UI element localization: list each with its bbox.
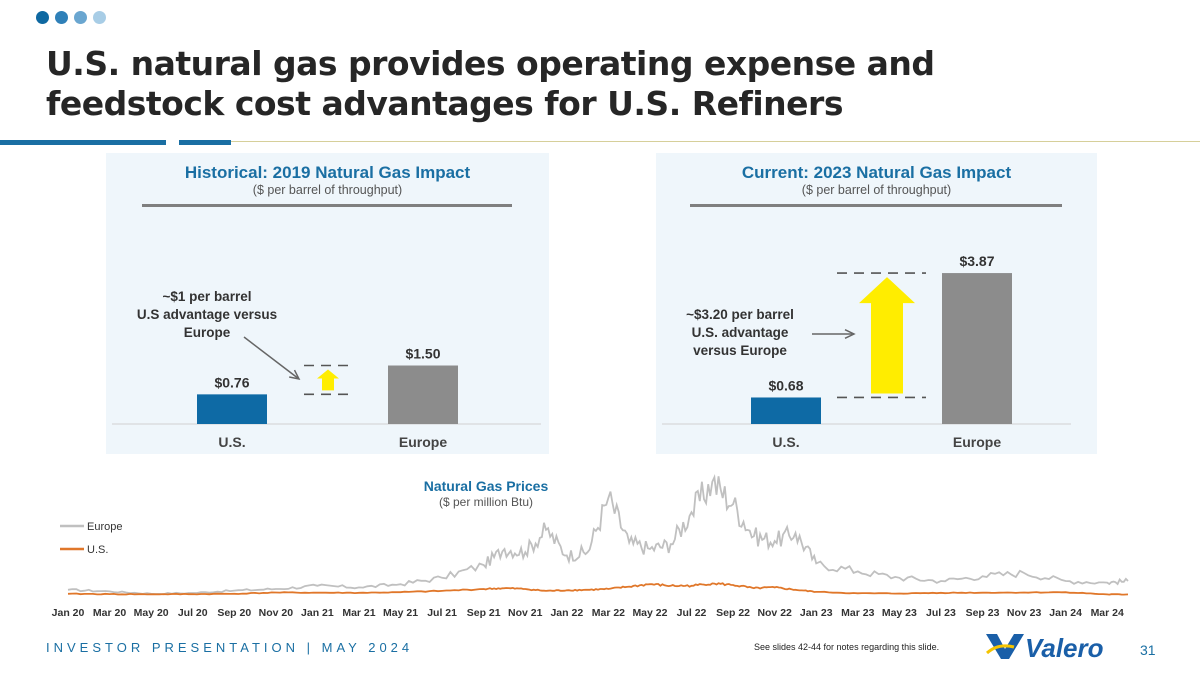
line-chart-subtitle: ($ per million Btu)	[438, 495, 534, 509]
category-label: Europe	[953, 434, 1001, 450]
slide-title-line-2: feedstock cost advantages for U.S. Refin…	[46, 84, 843, 123]
progress-dot	[36, 11, 49, 24]
x-tick-label: Jan 23	[800, 607, 833, 619]
title-rule-segment	[0, 140, 166, 145]
x-tick-label: Nov 23	[1007, 607, 1042, 619]
progress-dot	[55, 11, 68, 24]
x-tick-label: Sep 22	[716, 607, 750, 619]
x-tick-label: May 20	[134, 607, 169, 619]
current-impact-panel: Current: 2023 Natural Gas Impact ($ per …	[656, 153, 1097, 454]
slide-title-line-1: U.S. natural gas provides operating expe…	[46, 44, 935, 83]
x-tick-label: Jan 22	[550, 607, 583, 619]
x-tick-label: Mar 20	[93, 607, 126, 619]
logo-v-mark	[986, 634, 1024, 659]
advantage-arrow-icon	[317, 369, 339, 391]
panel-title: Current: 2023 Natural Gas Impact	[741, 163, 1012, 182]
x-tick-label: May 23	[882, 607, 917, 619]
x-tick-label: Mar 23	[841, 607, 874, 619]
valero-logo: Valero	[985, 633, 1104, 661]
category-label: Europe	[399, 434, 447, 450]
x-tick-label: Jan 24	[1049, 607, 1082, 619]
logo-wordmark: Valero	[1025, 633, 1104, 661]
progress-dot	[93, 11, 106, 24]
category-label: U.S.	[772, 434, 799, 450]
bar-value-label: $3.87	[959, 253, 994, 269]
x-tick-label: Jan 21	[301, 607, 334, 619]
bar-us	[751, 397, 821, 424]
x-tick-label: Nov 20	[259, 607, 294, 619]
advantage-arrow-icon	[859, 277, 915, 394]
x-tick-label: Jul 23	[926, 607, 956, 619]
legend-label: U.S.	[87, 544, 108, 556]
bar-europe	[388, 365, 458, 424]
us-series-line	[67, 582, 1129, 596]
panel-subtitle: ($ per barrel of throughput)	[252, 183, 403, 197]
historical-bar-chart: $0.76 U.S. $1.50 Europe ~$1 per barrel U.S ad…	[112, 289, 541, 450]
x-tick-label: Mar 24	[1091, 607, 1124, 619]
annotation-text: Europe	[184, 325, 231, 340]
title-rule-segment	[179, 140, 231, 145]
x-tick-label: Jan 20	[52, 607, 85, 619]
x-tick-label: Jul 22	[677, 607, 707, 619]
category-label: U.S.	[218, 434, 245, 450]
panel-subtitle: ($ per barrel of throughput)	[801, 183, 952, 197]
gas-price-line-chart: Jan 20 Mar 20 May 20 Jul 20 Sep 20 Nov 20 Jan …	[52, 474, 1129, 619]
bar-value-label: $0.68	[768, 377, 803, 393]
annotation-pointer-line	[243, 336, 300, 380]
annotation-text: ~$1 per barrel	[163, 289, 252, 304]
bar-value-label: $1.50	[405, 346, 440, 362]
annotation-text: U.S. advantage	[692, 325, 789, 340]
annotation-text: ~$3.20 per barrel	[686, 307, 794, 322]
panel-title: Historical: 2019 Natural Gas Impact	[184, 163, 471, 182]
x-tick-label: Mar 21	[342, 607, 375, 619]
annotation-text: U.S advantage versus	[137, 307, 277, 322]
x-tick-label: May 21	[383, 607, 418, 619]
legend-label: Europe	[87, 521, 122, 533]
panel-divider	[690, 204, 1062, 207]
footer-label: INVESTOR PRESENTATION | MAY 2024	[46, 640, 414, 655]
logo-swoosh	[985, 644, 1015, 655]
footnote: See slides 42-44 for notes regarding thi…	[754, 642, 940, 652]
annotation-text: versus Europe	[693, 343, 787, 358]
x-tick-label: Sep 20	[217, 607, 251, 619]
x-tick-label: Mar 22	[592, 607, 625, 619]
historical-impact-panel: Historical: 2019 Natural Gas Impact ($ p…	[106, 153, 549, 454]
line-chart-title: Natural Gas Prices	[423, 478, 549, 494]
x-tick-label: Sep 23	[966, 607, 1000, 619]
europe-series-line	[67, 474, 1129, 596]
current-bar-chart: $0.68 U.S. $3.87 Europe ~$3.20 per barrel U.S…	[662, 253, 1071, 450]
x-tick-label: Nov 22	[757, 607, 792, 619]
x-tick-label: Sep 21	[467, 607, 501, 619]
bar-us	[197, 394, 267, 424]
slide-title: U.S. natural gas provides operating expe…	[46, 44, 935, 124]
bar-europe	[942, 273, 1012, 424]
bar-value-label: $0.76	[214, 374, 249, 390]
page-number: 31	[1140, 642, 1156, 658]
slide-progress-dots	[36, 11, 106, 24]
x-tick-label: Jul 21	[427, 607, 457, 619]
x-tick-label: May 22	[632, 607, 667, 619]
panel-divider	[142, 204, 512, 207]
x-tick-label: Nov 21	[508, 607, 543, 619]
x-tick-label: Jul 20	[178, 607, 208, 619]
annotation-pointer-head	[844, 328, 856, 340]
title-rule-thin	[231, 141, 1200, 142]
progress-dot	[74, 11, 87, 24]
annotation-pointer-head	[289, 369, 301, 381]
